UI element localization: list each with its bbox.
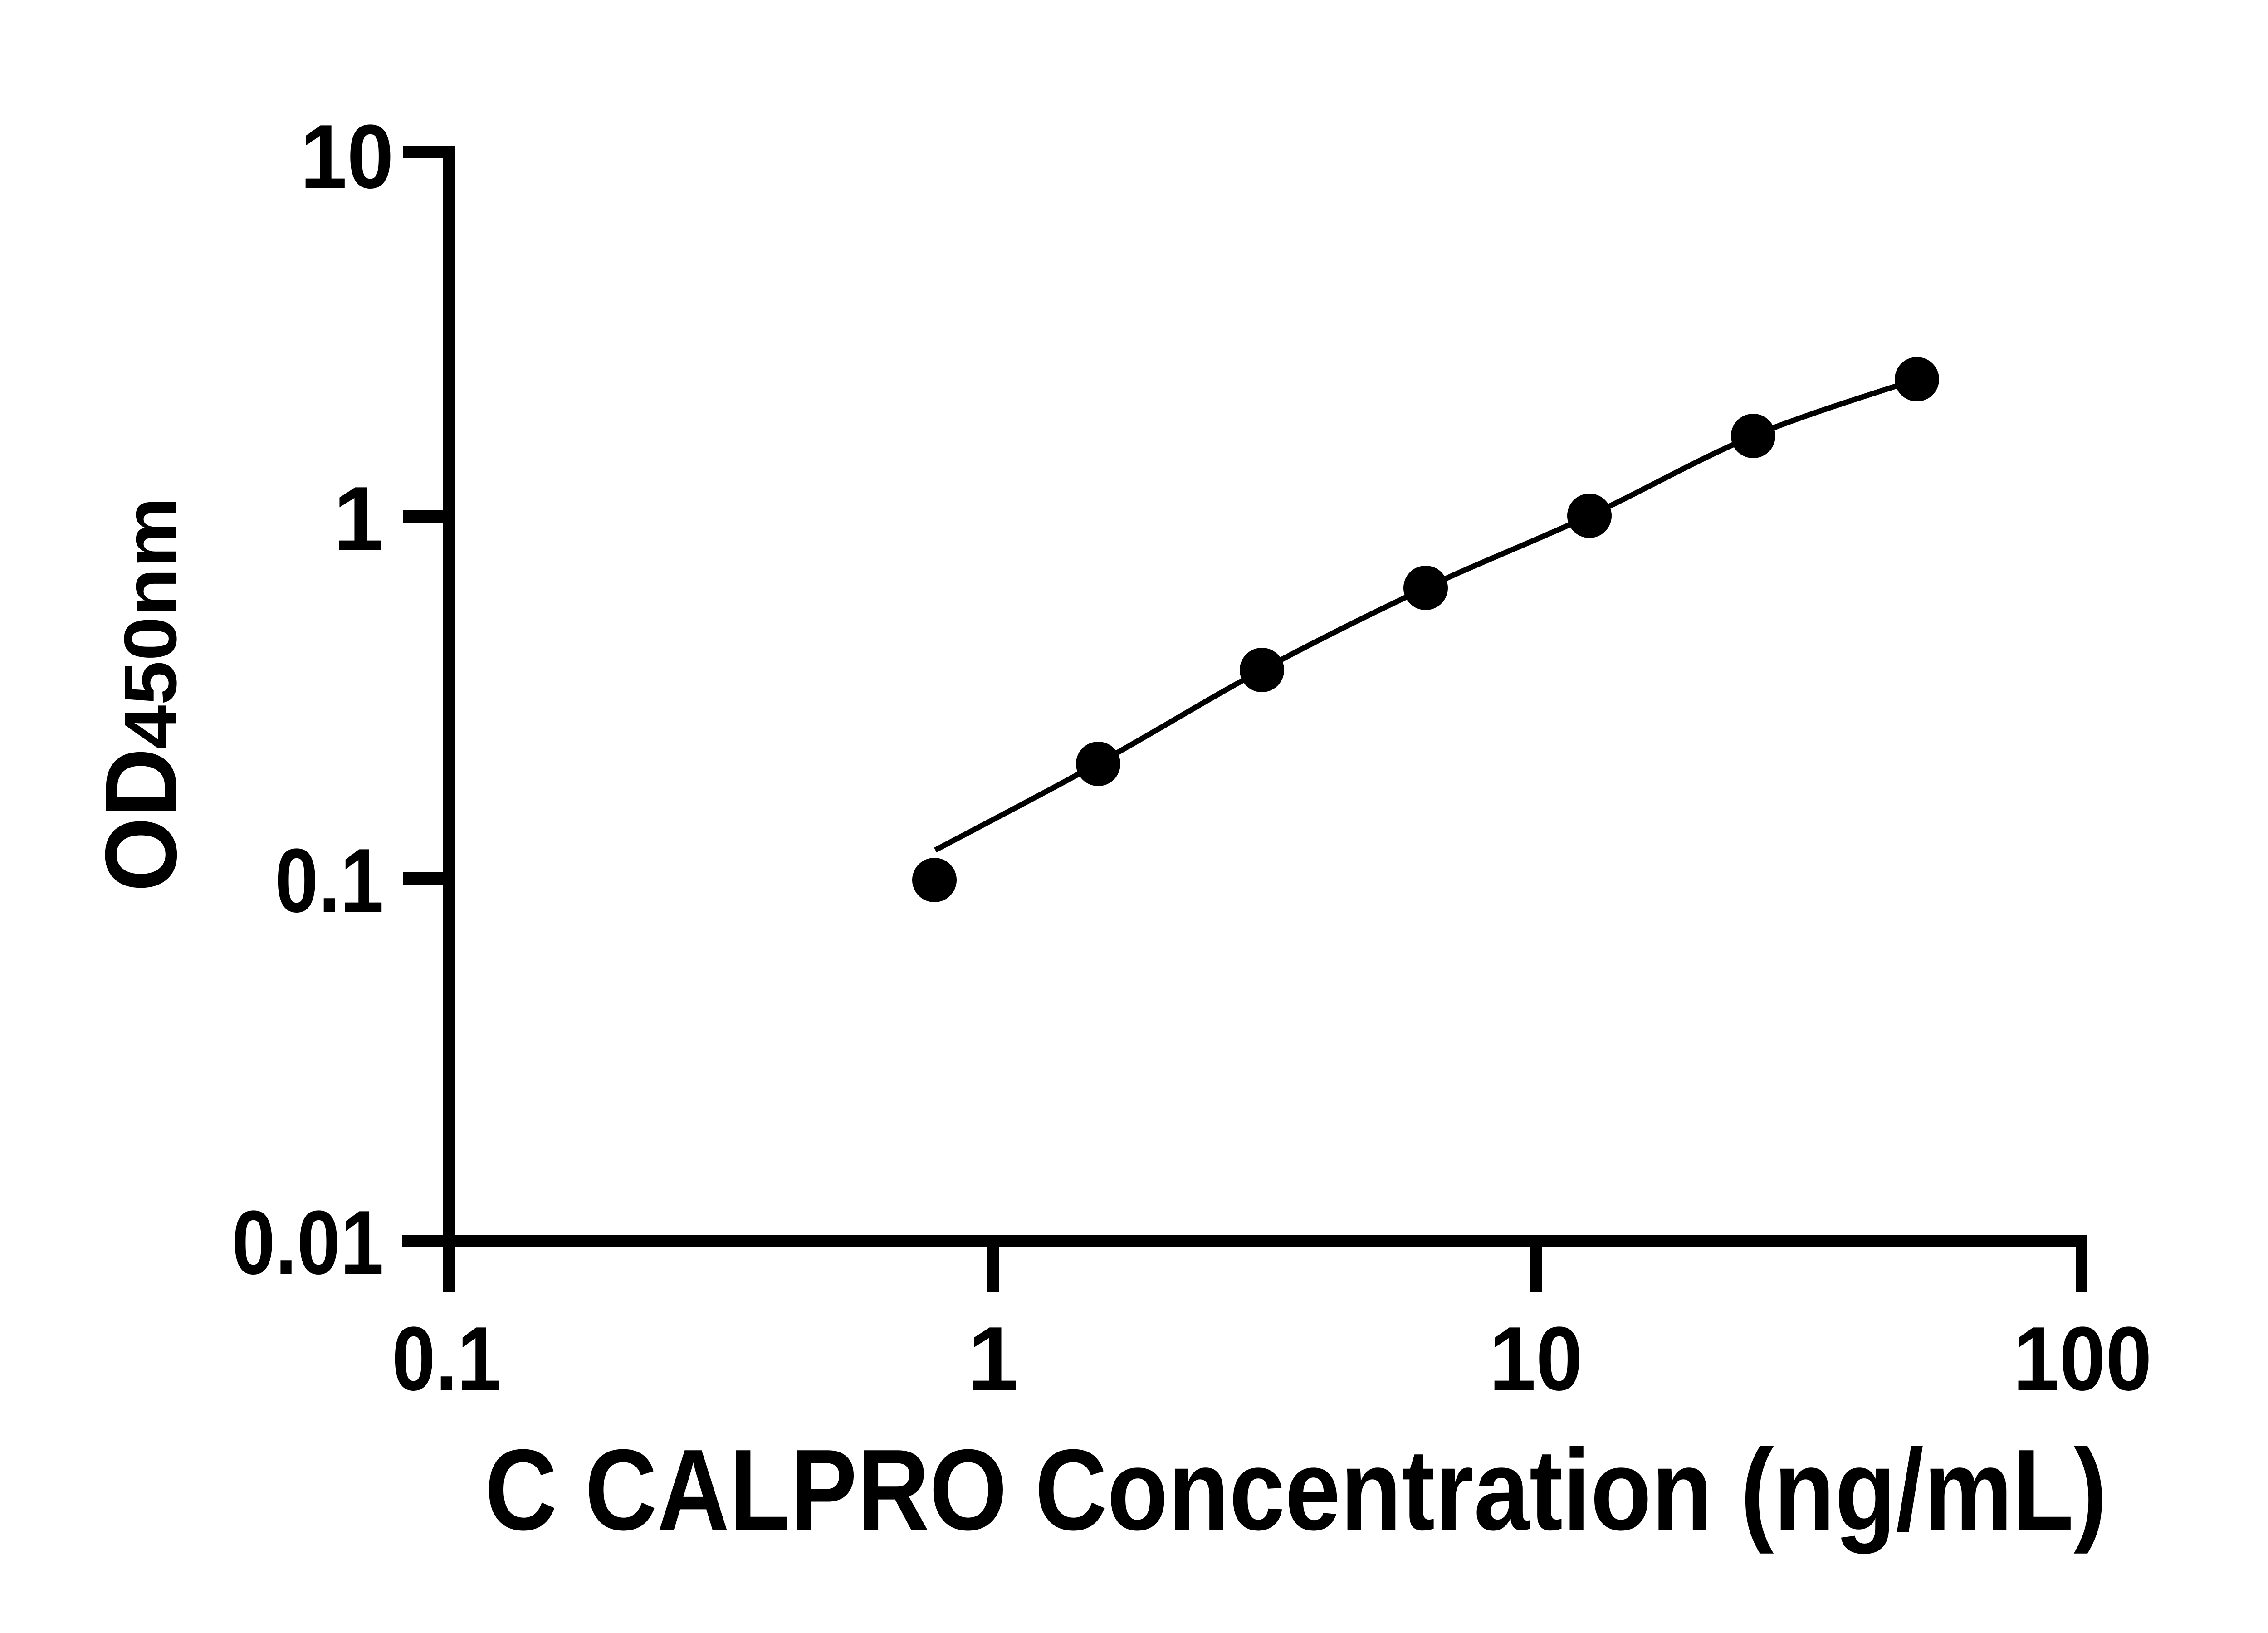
svg-text:100: 100 [2013, 1308, 2152, 1409]
svg-text:10: 10 [1489, 1308, 1583, 1409]
svg-text:1: 1 [333, 468, 384, 569]
svg-text:0.01: 0.01 [232, 1192, 384, 1293]
svg-text:C CALPRO Concentration (ng/mL): C CALPRO Concentration (ng/mL) [485, 1425, 2107, 1554]
svg-text:1: 1 [968, 1308, 1018, 1409]
svg-text:10: 10 [300, 106, 394, 207]
svg-text:0.1: 0.1 [392, 1308, 501, 1409]
svg-text:OD: OD [84, 748, 198, 892]
svg-text:450nm: 450nm [109, 497, 192, 749]
svg-text:0.1: 0.1 [275, 830, 384, 931]
